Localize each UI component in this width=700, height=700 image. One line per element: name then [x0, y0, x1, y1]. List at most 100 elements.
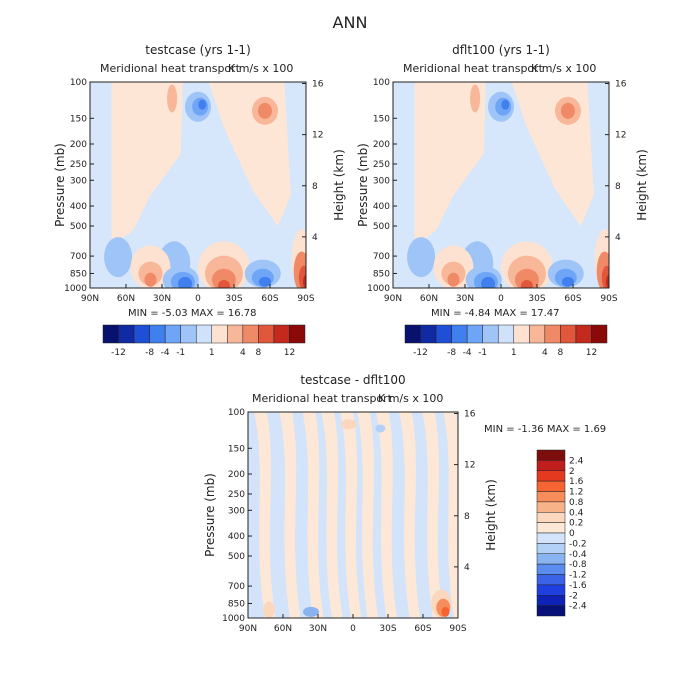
colorbar-swatch: [536, 584, 566, 596]
x-tick-label: 30N: [153, 294, 171, 304]
colorbar-label: -2.4: [569, 602, 587, 612]
colorbar: -12 -8 -4 -1 1 4 8 12: [404, 324, 608, 358]
colorbar: 2.421.61.20.80.40.20-0.2-0.4-0.8-1.2-1.6…: [536, 449, 587, 617]
colorbar-label: 1.2: [569, 488, 583, 498]
colorbar-label: -1.2: [569, 571, 587, 581]
colorbar-swatch: [258, 324, 275, 344]
colorbar-label: -0.8: [569, 560, 587, 570]
y-tick-label: 700: [228, 582, 245, 592]
colorbar-swatch: [536, 470, 566, 482]
y-tick-label: 200: [373, 140, 390, 150]
panel-title: testcase (yrs 1-1): [145, 43, 251, 57]
colorbar-swatch: [482, 324, 499, 344]
positive-contour: [520, 279, 533, 288]
colorbar-swatch: [164, 324, 181, 344]
colorbar-label: 0: [569, 529, 575, 539]
colorbar-swatch: [536, 543, 566, 554]
panel-testcase: testcase (yrs 1-1) Meridional heat trans…: [53, 43, 346, 358]
x-tick-label: 60N: [274, 624, 292, 634]
negative-contour: [104, 237, 133, 278]
y2-tick-label: 12: [312, 131, 323, 141]
colorbar-swatch: [536, 563, 566, 575]
x-tick-label: 30N: [309, 624, 327, 634]
y-tick-label: 850: [70, 269, 87, 279]
colorbar-swatch: [451, 324, 468, 344]
y2-tick-label: 16: [312, 80, 324, 90]
colorbar-swatch: [289, 324, 306, 344]
y-tick-label: 150: [70, 114, 87, 124]
y2-tick-label: 8: [464, 512, 470, 522]
negative-contour: [407, 237, 436, 278]
y-tick-label: 150: [228, 444, 245, 454]
y2-tick-label: 12: [464, 461, 475, 471]
positive-contour: [167, 84, 178, 113]
colorbar-swatch: [536, 574, 566, 586]
colorbar-label: 4: [240, 348, 246, 358]
colorbar-swatch: [435, 324, 452, 344]
colorbar: -12 -8 -4 -1 1 4 8 12: [102, 324, 306, 358]
x-tick-label: 30S: [379, 624, 396, 634]
panel-units: K m/s x 100: [228, 62, 293, 75]
x-tick-label: 90S: [297, 294, 314, 304]
y-tick-label: 100: [228, 408, 245, 418]
positive-contour: [357, 412, 379, 618]
x-tick-label: 90N: [81, 294, 99, 304]
colorbar-label: 2: [569, 467, 575, 477]
colorbar-swatch: [536, 512, 566, 523]
positive-contour: [399, 412, 421, 618]
positive-contour: [340, 419, 357, 430]
colorbar-label: -8: [447, 348, 456, 358]
negative-contour: [198, 99, 207, 110]
colorbar-swatch: [529, 324, 546, 344]
colorbar-swatch: [133, 324, 150, 344]
panel-units: K m/s x 100: [531, 62, 596, 75]
panel-subtitle: Meridional heat transport: [252, 392, 393, 405]
y-tick-label: 250: [228, 490, 245, 500]
contour-field: [90, 82, 306, 288]
x-tick-label: 90S: [600, 294, 617, 304]
colorbar-label: 12: [586, 348, 597, 358]
y-tick-label: 1000: [64, 284, 87, 294]
y-tick-label: 850: [373, 269, 390, 279]
colorbar-swatch: [536, 595, 566, 606]
y2-tick-label: 4: [615, 233, 621, 243]
colorbar-label: 0.4: [569, 508, 584, 518]
positive-contour: [514, 268, 539, 288]
y-tick-label: 250: [70, 160, 87, 170]
x-tick-label: 0: [350, 624, 356, 634]
y-tick-label: 100: [70, 78, 87, 88]
positive-contour: [303, 274, 306, 288]
panel-subtitle: Meridional heat transport: [100, 62, 241, 75]
y-tick-label: 500: [228, 552, 245, 562]
colorbar-swatch: [242, 324, 259, 344]
axes: 100 150 200 250 300 400 500 700 850 1000 16 12 8 4 90N…: [64, 78, 324, 304]
colorbar-label: 1: [209, 348, 215, 358]
positive-contour: [470, 84, 481, 113]
colorbar-swatch: [536, 491, 566, 503]
y-tick-label: 500: [373, 222, 390, 232]
negative-contour: [501, 99, 510, 110]
colorbar-swatch: [211, 324, 228, 344]
colorbar-label: -1: [176, 348, 185, 358]
x-tick-label: 30N: [456, 294, 474, 304]
y2-tick-label: 16: [464, 410, 476, 420]
positive-contour: [340, 412, 362, 618]
positive-contour: [447, 272, 460, 287]
positive-contour: [144, 272, 157, 287]
y2-axis-label: Height (km): [484, 479, 498, 550]
y-tick-label: 100: [373, 78, 390, 88]
panel-title: testcase - dflt100: [300, 373, 405, 387]
colorbar-label: -12: [111, 348, 126, 358]
y-tick-label: 200: [70, 140, 87, 150]
panel-subtitle: Meridional heat transport: [403, 62, 544, 75]
min-max-label: MIN = -5.03 MAX = 16.78: [128, 308, 257, 319]
positive-contour: [279, 412, 301, 618]
colorbar-swatch: [118, 324, 135, 344]
colorbar-swatch: [560, 324, 577, 344]
y2-tick-label: 4: [312, 233, 318, 243]
negative-contour: [303, 606, 319, 617]
min-max-label: MIN = -1.36 MAX = 1.69: [484, 424, 606, 435]
contour-field: [393, 82, 609, 288]
panel-units: K m/s x 100: [378, 392, 443, 405]
